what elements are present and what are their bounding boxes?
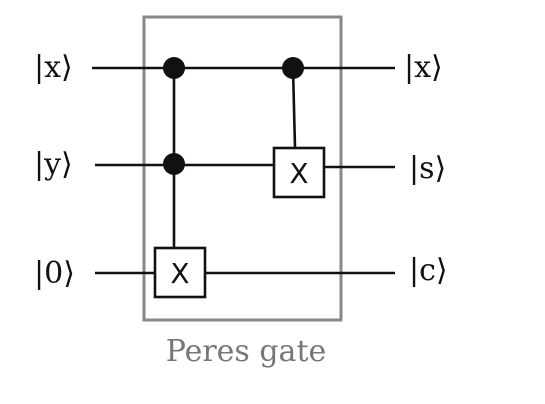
- x-gate-cnot: [272, 146, 326, 199]
- x-gate-cnot-label: X: [289, 157, 308, 190]
- x-gate-toffoli-label: X: [170, 257, 189, 290]
- output-ket-s: |s⟩: [409, 151, 446, 186]
- control-line-cnot: [291, 67, 297, 149]
- x-gate-toffoli: [153, 246, 207, 299]
- diagram-caption: Peres gate: [166, 334, 327, 369]
- input-ket-x: |x⟩: [34, 50, 73, 85]
- control-dot-x-toffoli: [163, 57, 185, 79]
- output-ket-c: |c⟩: [409, 253, 448, 288]
- control-dot-x-cnot: [282, 57, 304, 79]
- control-dot-y-toffoli: [163, 153, 185, 175]
- peres-gate-box: [142, 15, 343, 322]
- input-ket-y: |y⟩: [34, 147, 73, 182]
- output-ket-x: |x⟩: [404, 50, 443, 85]
- input-ket-zero: |0⟩: [34, 256, 75, 291]
